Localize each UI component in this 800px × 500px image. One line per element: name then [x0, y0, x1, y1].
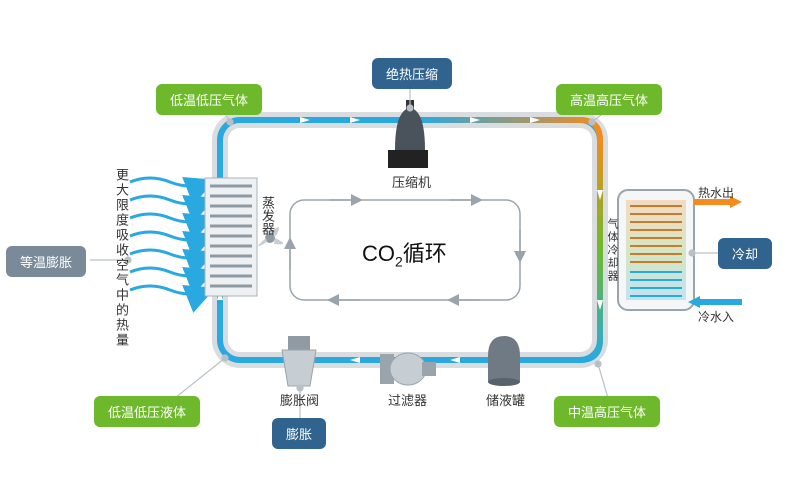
loop-right-cooling — [580, 140, 600, 360]
center-title-text: CO2 — [362, 241, 403, 266]
center-title: CO2循环 — [362, 236, 447, 269]
air-arrows — [130, 178, 210, 294]
callout-cooling: 冷却 — [718, 238, 772, 269]
center-title-suffix: 循环 — [403, 241, 447, 266]
callout-expansion: 膨胀 — [272, 418, 326, 449]
callout-high-temp-high-press-gas: 高温高压气体 — [556, 84, 662, 115]
label-receiver: 储液罐 — [486, 390, 525, 409]
text-hot-water-out: 热水出 — [698, 184, 734, 201]
receiver — [488, 336, 520, 386]
text-absorb-heat: 更大限度吸收空气中的热量 — [112, 168, 131, 348]
callout-low-temp-low-press-gas: 低温低压气体 — [156, 84, 262, 115]
callout-adiabatic-compression: 绝热压缩 — [372, 58, 452, 89]
text-cold-water-in: 冷水入 — [698, 308, 734, 325]
co2-cycle-diagram: CO2循环 绝热压缩 高温高压气体 低温低压气体 冷却 等温膨胀 中温高压气体 … — [0, 0, 800, 500]
label-evaporator: 蒸发器 — [258, 196, 277, 235]
callout-low-temp-low-press-liquid: 低温低压液体 — [94, 396, 200, 427]
label-expansion-valve: 膨胀阀 — [280, 390, 319, 409]
expansion-valve — [282, 336, 316, 386]
label-gas-cooler: 气体冷却器 — [604, 218, 620, 283]
label-filter: 过滤器 — [388, 390, 427, 409]
callout-isothermal-expansion: 等温膨胀 — [6, 246, 86, 277]
callout-mid-temp-high-press-gas: 中温高压气体 — [554, 396, 660, 427]
loop-top-hot — [420, 120, 600, 140]
label-compressor: 压缩机 — [392, 172, 431, 191]
